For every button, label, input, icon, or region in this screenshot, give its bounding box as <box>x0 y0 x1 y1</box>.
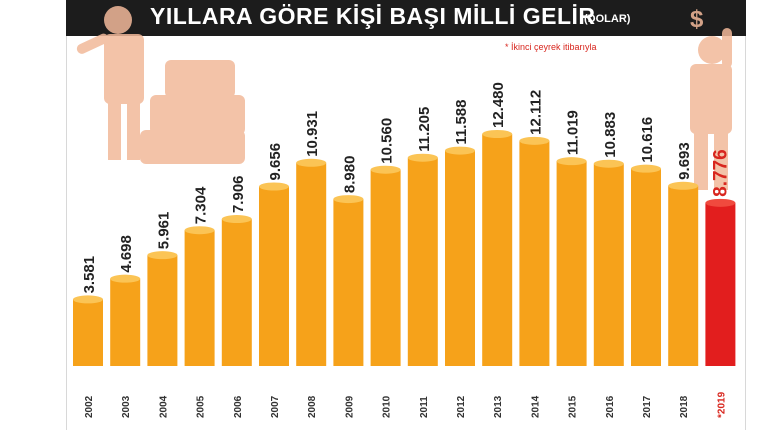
year-label-*2019: *2019 <box>716 391 727 418</box>
value-label-2015: 11.019 <box>565 110 582 155</box>
year-label-2007: 2007 <box>270 395 281 418</box>
bar-cap-2004 <box>147 251 178 260</box>
value-label-2007: 9.656 <box>267 143 284 181</box>
bar-*2019 <box>705 202 736 366</box>
chart-title: YILLARA GÖRE KİŞİ BAŞI MİLLİ GELİR <box>150 3 596 29</box>
value-label-2010: 10.560 <box>379 118 396 164</box>
bar-cap-2007 <box>259 182 289 191</box>
year-label-2016: 2016 <box>605 395 616 418</box>
year-label-2006: 2006 <box>233 395 244 418</box>
bar-2014 <box>519 140 550 366</box>
bar-2002 <box>73 299 103 366</box>
value-label-*2019: 8.776 <box>710 149 731 197</box>
dollar-sign-icon: $ <box>690 6 704 33</box>
bar-cap-2015 <box>556 157 587 166</box>
value-label-2016: 10.883 <box>602 112 619 158</box>
value-label-2018: 9.693 <box>676 142 693 180</box>
value-label-2012: 11.588 <box>453 100 470 145</box>
year-label-2011: 2011 <box>419 396 430 418</box>
chart-unit: (DOLAR) <box>584 13 631 25</box>
value-label-2004: 5.961 <box>155 212 172 250</box>
year-label-2013: 2013 <box>493 395 504 418</box>
bar-cap-2008 <box>296 158 327 167</box>
year-label-2017: 2017 <box>642 395 653 418</box>
year-label-2005: 2005 <box>196 395 207 418</box>
value-labels-group: 3.581 4.698 5.961 7.304 7.906 9.656 10.931 8.98… <box>81 82 731 293</box>
chart-footnote: * İkinci çeyrek itibarıyla <box>505 42 597 52</box>
year-label-2010: 2010 <box>382 395 393 418</box>
bar-2008 <box>296 162 327 366</box>
value-label-2006: 7.906 <box>230 175 247 213</box>
value-label-2003: 4.698 <box>118 235 135 273</box>
frame-border <box>66 0 746 430</box>
bar-cap-2005 <box>184 226 215 235</box>
bar-cap-2016 <box>593 159 624 168</box>
bar-cap-*2019 <box>705 198 736 207</box>
man-thinking-icon <box>690 28 732 190</box>
year-label-2015: 2015 <box>568 395 579 418</box>
year-label-2003: 2003 <box>121 395 132 418</box>
year-labels-group: 2002 2003 2004 2005 2006 2007 2008 2009 2010 2011… <box>84 391 727 418</box>
bar-2013 <box>482 134 513 366</box>
year-label-2012: 2012 <box>456 395 467 418</box>
value-label-2009: 8.980 <box>341 156 358 194</box>
bar-2003 <box>110 278 141 366</box>
bar-2012 <box>445 150 475 366</box>
bar-2017 <box>631 168 661 366</box>
bar-cap-2009 <box>333 195 364 204</box>
bar-2005 <box>184 230 215 366</box>
bar-2006 <box>221 219 252 366</box>
value-label-2005: 7.304 <box>193 186 210 224</box>
year-label-2004: 2004 <box>158 395 169 418</box>
bar-cap-2014 <box>519 136 550 145</box>
value-label-2017: 10.616 <box>639 117 656 163</box>
bar-2010 <box>370 169 401 366</box>
bar-cap-2011 <box>407 153 438 162</box>
bar-2011 <box>407 157 438 366</box>
money-bags-icon <box>140 60 245 164</box>
year-label-2018: 2018 <box>679 395 690 418</box>
illustration-group: $ <box>76 6 732 190</box>
year-label-2002: 2002 <box>84 395 95 418</box>
bar-2015 <box>556 161 587 366</box>
bar-cap-2012 <box>445 146 475 155</box>
year-label-2014: 2014 <box>530 395 541 418</box>
bar-2018 <box>668 185 699 366</box>
title-bar <box>66 0 746 36</box>
man-pointing-icon <box>76 6 144 160</box>
bar-2016 <box>593 163 624 366</box>
year-label-2008: 2008 <box>307 395 318 418</box>
bar-cap-2018 <box>668 181 699 190</box>
bar-cap-2006 <box>221 215 252 224</box>
value-label-2014: 12.112 <box>527 90 544 135</box>
bar-2009 <box>333 199 364 366</box>
bar-cap-2003 <box>110 274 141 283</box>
value-label-2013: 12.480 <box>490 82 507 128</box>
bar-cap-2002 <box>73 295 103 304</box>
value-label-2002: 3.581 <box>81 256 98 294</box>
bar-cap-2010 <box>370 165 401 174</box>
bar-2007 <box>259 186 289 366</box>
year-label-2009: 2009 <box>344 395 355 418</box>
bar-cap-2017 <box>631 164 661 173</box>
bar-2004 <box>147 255 178 366</box>
value-label-2011: 11.205 <box>416 107 433 152</box>
bar-cap-2013 <box>482 130 513 138</box>
value-label-2008: 10.931 <box>304 111 321 157</box>
bars-group <box>73 130 736 366</box>
